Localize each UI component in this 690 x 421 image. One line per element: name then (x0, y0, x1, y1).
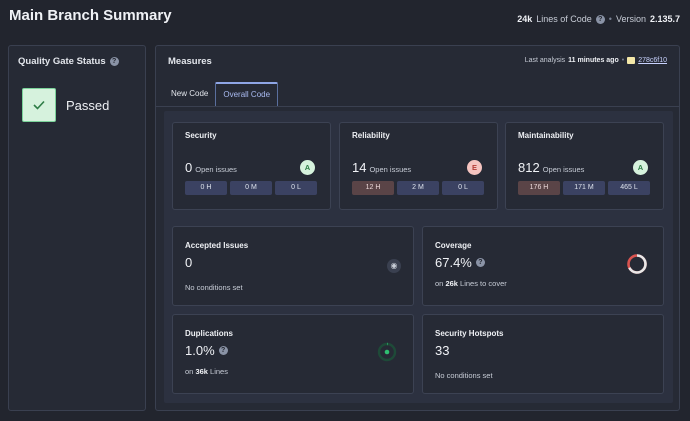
page-title: Main Branch Summary (9, 7, 172, 24)
version-value: 2.135.7 (649, 14, 680, 24)
open-issues-value: 14 (352, 160, 367, 175)
quality-gate-title-text: Quality Gate Status (18, 56, 106, 67)
measures-panel: Measures Last analysis 11 minutes ago • … (155, 45, 680, 411)
low-pill[interactable]: 465 L (608, 181, 650, 195)
coverage-metric: 67.4% ? (435, 255, 485, 270)
checkmark-icon (22, 88, 56, 122)
duplication-metric: 1.0% ? (185, 343, 228, 358)
security-card[interactable]: Security 0 Open issues A 0 H 0 M 0 L (172, 122, 331, 210)
open-issues-value: 0 (185, 160, 193, 175)
card-title: Security Hotspots (435, 329, 504, 338)
coverage-arc (627, 254, 647, 274)
last-analysis-label: Last analysis (524, 57, 566, 64)
coverage-lines-value[interactable]: 26k (445, 279, 458, 288)
separator-dot: • (621, 57, 625, 64)
code-tabs: New Code Overall Code (164, 82, 279, 106)
quality-gate-status: Passed (66, 98, 110, 113)
low-pill[interactable]: 0 L (275, 181, 317, 195)
duplication-value[interactable]: 1.0% (185, 343, 215, 358)
hotspots-value[interactable]: 33 (435, 343, 450, 358)
low-pill[interactable]: 0 L (442, 181, 484, 195)
open-issues-label: Open issues (195, 165, 237, 174)
rating-badge: A (300, 160, 315, 175)
duplication-lines-suffix: Lines (210, 367, 228, 376)
reliability-card[interactable]: Reliability 14 Open issues E 12 H 2 M 0 … (339, 122, 498, 210)
high-pill[interactable]: 176 H (518, 181, 560, 195)
high-pill[interactable]: 0 H (185, 181, 227, 195)
open-issues-label: Open issues (542, 165, 585, 174)
duplication-lines: on 36k Lines (185, 367, 228, 376)
duplication-lines-value[interactable]: 36k (195, 367, 208, 376)
help-icon[interactable]: ? (595, 14, 605, 24)
measures-content: Security 0 Open issues A 0 H 0 M 0 L Rel… (164, 111, 673, 403)
rating-badge: E (467, 160, 482, 175)
separator-dot: • (608, 14, 612, 24)
medium-pill[interactable]: 171 M (563, 181, 605, 195)
coverage-lines: on 26k Lines to cover (435, 279, 507, 288)
quality-gate-panel: Quality Gate Status ? Passed (8, 45, 146, 411)
tab-overall-code[interactable]: Overall Code (215, 82, 279, 106)
accepted-issues-value[interactable]: 0 (185, 255, 193, 270)
duplication-donut-icon (377, 342, 397, 362)
coverage-lines-suffix: Lines to cover (460, 279, 507, 288)
measures-title: Measures (168, 56, 212, 67)
loc-value: 24k (517, 14, 533, 24)
card-title: Security (185, 131, 217, 140)
security-hotspots-card[interactable]: Security Hotspots 33 No conditions set (422, 314, 664, 394)
coverage-card[interactable]: Coverage 67.4% ? on 26k Lines to cover (422, 226, 664, 306)
conditions-note: No conditions set (435, 371, 493, 380)
help-icon[interactable]: ? (109, 57, 119, 66)
open-issues-label: Open issues (369, 165, 412, 174)
last-analysis: Last analysis 11 minutes ago • 278c6f10 (525, 57, 667, 64)
card-title: Maintainability (518, 131, 574, 140)
card-title: Coverage (435, 241, 472, 250)
loc-label: Lines of Code (536, 14, 592, 24)
coverage-value[interactable]: 67.4% (435, 255, 472, 270)
high-pill[interactable]: 12 H (352, 181, 394, 195)
open-issues-value: 812 (518, 160, 540, 175)
issue-count[interactable]: 812 Open issues (518, 160, 584, 175)
maintainability-card[interactable]: Maintainability 812 Open issues A 176 H … (505, 122, 664, 210)
duplications-card[interactable]: Duplications 1.0% ? on 36k Lines (172, 314, 414, 394)
header-meta: 24k Lines of Code ? • Version 2.135.7 (517, 14, 680, 24)
card-title: Accepted Issues (185, 241, 249, 250)
coverage-donut-icon (627, 254, 647, 274)
help-icon[interactable]: ? (218, 346, 228, 355)
tab-new-code[interactable]: New Code (171, 89, 209, 98)
coverage-lines-prefix: on (435, 279, 444, 288)
version-label: Version (615, 14, 646, 24)
tab-divider (156, 106, 679, 107)
commit-icon (627, 57, 636, 64)
card-title: Reliability (352, 131, 390, 140)
quality-gate-title: Quality Gate Status ? (18, 56, 119, 67)
accepted-issues-card[interactable]: Accepted Issues 0 No conditions set ◉ (172, 226, 414, 306)
issue-count[interactable]: 14 Open issues (352, 160, 411, 175)
duplication-center-dot (384, 349, 390, 355)
duplication-arc (377, 342, 397, 362)
conditions-note: No conditions set (185, 283, 243, 292)
last-analysis-value: 11 minutes ago (568, 57, 619, 64)
duplication-lines-prefix: on (185, 367, 194, 376)
commit-link[interactable]: 278c6f10 (638, 57, 667, 64)
medium-pill[interactable]: 2 M (397, 181, 439, 195)
medium-pill[interactable]: 0 M (230, 181, 272, 195)
help-icon[interactable]: ? (475, 258, 485, 267)
rating-badge: A (633, 160, 648, 175)
shield-icon: ◉ (387, 259, 401, 273)
issue-count[interactable]: 0 Open issues (185, 160, 237, 175)
card-title: Duplications (185, 329, 234, 338)
